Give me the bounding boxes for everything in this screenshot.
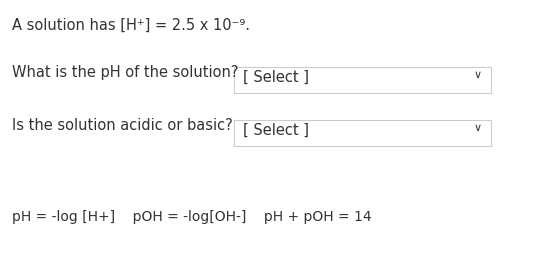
Text: What is the pH of the solution?: What is the pH of the solution?: [12, 65, 238, 80]
Text: [ Select ]: [ Select ]: [243, 123, 309, 138]
Text: Is the solution acidic or basic?: Is the solution acidic or basic?: [12, 118, 233, 133]
FancyBboxPatch shape: [234, 120, 491, 146]
FancyBboxPatch shape: [234, 67, 491, 93]
Text: ∨: ∨: [474, 70, 482, 80]
Text: A solution has [H⁺] = 2.5 x 10⁻⁹.: A solution has [H⁺] = 2.5 x 10⁻⁹.: [12, 18, 250, 33]
Text: pH = -log [H+]    pOH = -log[OH-]    pH + pOH = 14: pH = -log [H+] pOH = -log[OH-] pH + pOH …: [12, 210, 371, 224]
Text: [ Select ]: [ Select ]: [243, 70, 309, 85]
Text: ∨: ∨: [474, 123, 482, 133]
